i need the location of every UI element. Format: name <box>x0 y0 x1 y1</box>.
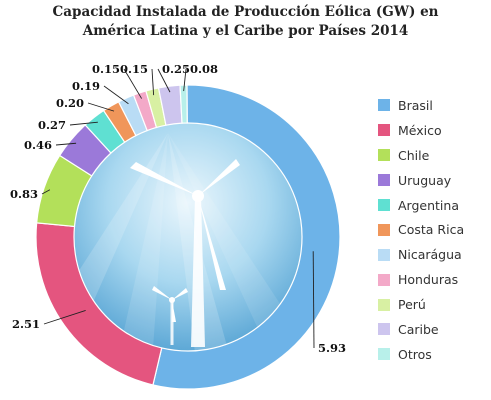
value-label-uruguay: 0.46 <box>24 138 52 152</box>
value-label-brasil: 5.93 <box>318 341 346 355</box>
legend-item-peru: Perú <box>378 292 488 317</box>
legend-label: Chile <box>398 147 430 163</box>
legend-label: Brasil <box>398 97 433 113</box>
value-label-mexico: 2.51 <box>12 317 40 331</box>
legend-item-argentina: Argentina <box>378 193 488 218</box>
leader-uruguay <box>55 142 77 146</box>
legend-label: Argentina <box>398 197 459 213</box>
chart-title: Capacidad Instalada de Producción Eólica… <box>52 4 439 39</box>
legend-item-costa-rica: Costa Rica <box>378 217 488 242</box>
value-label-caribe: 0.25 <box>162 62 190 76</box>
legend-swatch <box>378 223 390 236</box>
leader-chile <box>41 189 51 195</box>
leader-mexico <box>43 310 86 325</box>
leader-peru <box>151 68 155 96</box>
slice-otros <box>179 84 188 124</box>
legend-swatch <box>378 323 390 336</box>
legend-swatch <box>378 298 390 311</box>
legend-item-otros: Otros <box>378 342 488 367</box>
leader-costa-rica <box>87 102 115 112</box>
value-label-honduras: 0.15 <box>92 62 120 76</box>
legend-swatch <box>378 124 390 137</box>
value-label-nicaragua: 0.19 <box>72 79 100 93</box>
legend-swatch <box>378 149 390 162</box>
legend-swatch <box>378 273 390 286</box>
leader-caribe <box>157 68 171 93</box>
leader-nicaragua <box>103 85 129 105</box>
legend-label: Otros <box>398 346 432 362</box>
slice-brasil <box>152 84 341 390</box>
legend-item-uruguay: Uruguay <box>378 168 488 193</box>
legend-swatch <box>378 199 390 211</box>
legend-label: México <box>398 122 442 138</box>
legend-swatch <box>378 174 390 187</box>
legend-swatch <box>378 348 390 361</box>
leader-otros <box>183 68 187 92</box>
leader-brasil <box>312 251 315 349</box>
legend-label: Uruguay <box>398 172 452 188</box>
legend-item-mexico: México <box>378 118 488 143</box>
legend-label: Nicarágua <box>398 247 462 263</box>
legend-swatch <box>378 99 390 112</box>
legend-swatch <box>378 248 390 261</box>
legend-item-honduras: Honduras <box>378 267 488 292</box>
leader-honduras <box>123 68 143 99</box>
legend-label: Costa Rica <box>398 222 465 238</box>
legend-item-chile: Chile <box>378 143 488 168</box>
value-label-argentina: 0.27 <box>38 118 66 132</box>
chart-legend: Brasil México Chile Uruguay Argentina Costa R… <box>378 93 488 367</box>
legend-item-caribe: Caribe <box>378 317 488 342</box>
legend-label: Caribe <box>398 321 439 337</box>
value-label-chile: 0.83 <box>10 187 38 201</box>
legend-label: Perú <box>398 297 426 313</box>
legend-item-brasil: Brasil <box>378 93 488 118</box>
value-label-peru: 0.15 <box>120 62 148 76</box>
legend-item-nicaragua: Nicarágua <box>378 242 488 267</box>
value-label-otros: 0.08 <box>190 62 218 76</box>
leader-argentina <box>69 121 98 126</box>
legend-label: Honduras <box>398 272 459 288</box>
value-label-costa-rica: 0.20 <box>56 96 84 110</box>
